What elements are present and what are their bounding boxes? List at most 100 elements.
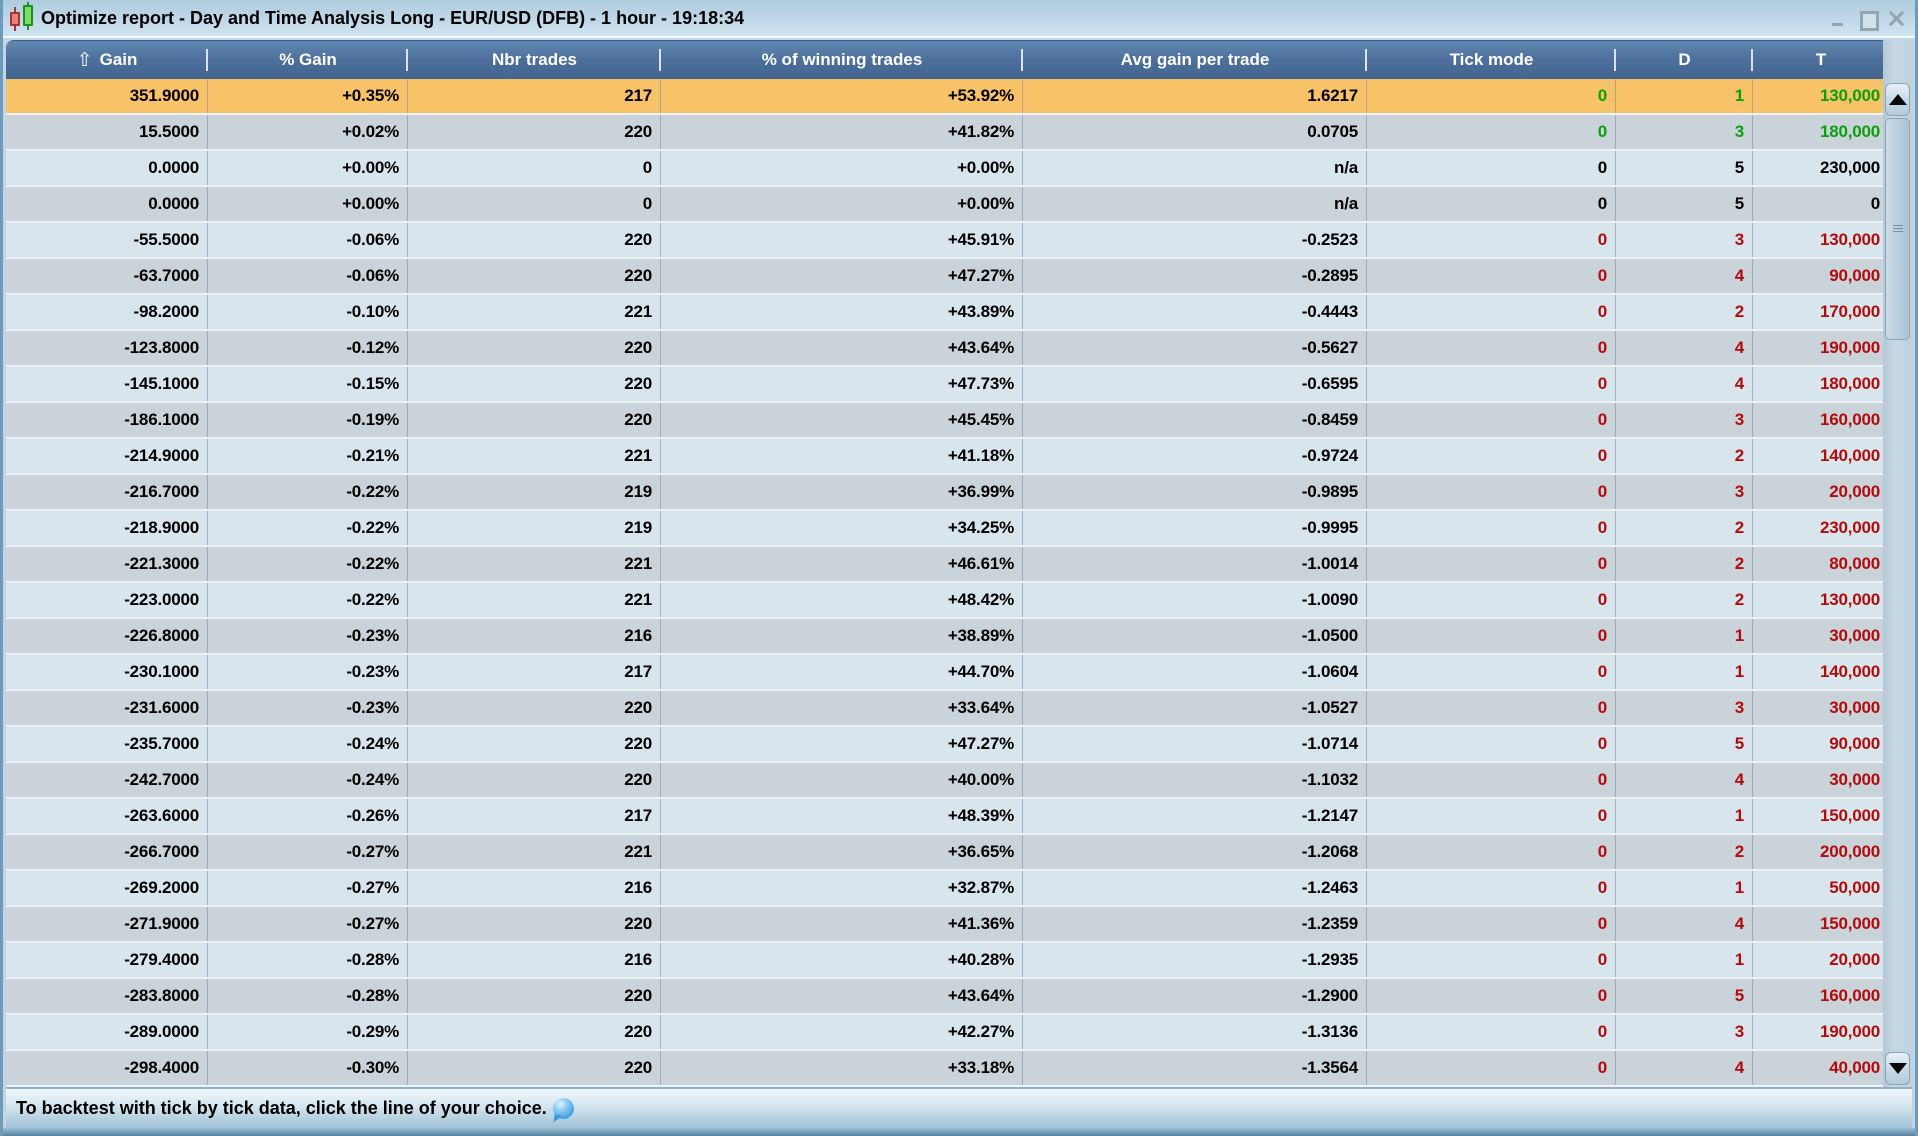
- column-header-tick_mode[interactable]: Tick mode: [1367, 41, 1616, 79]
- table-row[interactable]: -123.8000 -0.12% 220 +43.64% -0.5627 0 4 190,00…: [6, 331, 1889, 367]
- table-row[interactable]: -289.0000 -0.29% 220 +42.27% -1.3136 0 3 190,00…: [6, 1015, 1889, 1051]
- cell-gain: -226.8000: [6, 619, 208, 653]
- cell-win_pct: +53.92%: [661, 79, 1023, 113]
- cell-d: 5: [1616, 979, 1753, 1013]
- cell-gain: -145.1000: [6, 367, 208, 401]
- cell-t: 230,000: [1753, 511, 1889, 545]
- scrollbar-thumb[interactable]: [1885, 118, 1910, 340]
- table-row[interactable]: -263.6000 -0.26% 217 +48.39% -1.2147 0 1 150,00…: [6, 799, 1889, 835]
- cell-tick_mode: 0: [1367, 511, 1616, 545]
- cell-avg_gain: -0.4443: [1023, 295, 1367, 329]
- cell-tick_mode: 0: [1367, 943, 1616, 977]
- cell-gain_pct: -0.24%: [208, 727, 408, 761]
- cell-win_pct: +47.27%: [661, 259, 1023, 293]
- cell-gain: -63.7000: [6, 259, 208, 293]
- cell-gain_pct: -0.21%: [208, 439, 408, 473]
- cell-t: 20,000: [1753, 475, 1889, 509]
- cell-d: 4: [1616, 259, 1753, 293]
- cell-gain: 351.9000: [6, 79, 208, 113]
- cell-gain_pct: +0.02%: [208, 115, 408, 149]
- table-row[interactable]: -216.7000 -0.22% 219 +36.99% -0.9895 0 3 20,000: [6, 475, 1889, 511]
- cell-avg_gain: -0.9895: [1023, 475, 1367, 509]
- scroll-up-button[interactable]: [1885, 83, 1910, 116]
- table-row[interactable]: -266.7000 -0.27% 221 +36.65% -1.2068 0 2 200,00…: [6, 835, 1889, 871]
- cell-gain_pct: -0.15%: [208, 367, 408, 401]
- table-row[interactable]: -226.8000 -0.23% 216 +38.89% -1.0500 0 1 30,000: [6, 619, 1889, 655]
- cell-avg_gain: -1.3136: [1023, 1015, 1367, 1049]
- table-row[interactable]: -230.1000 -0.23% 217 +44.70% -1.0604 0 1 140,00…: [6, 655, 1889, 691]
- cell-gain: -55.5000: [6, 223, 208, 257]
- cell-avg_gain: -1.2900: [1023, 979, 1367, 1013]
- table-row[interactable]: -55.5000 -0.06% 220 +45.91% -0.2523 0 3 130,000: [6, 223, 1889, 259]
- column-header-gain[interactable]: ⇧ Gain: [6, 41, 208, 79]
- cell-t: 80,000: [1753, 547, 1889, 581]
- table-row[interactable]: -218.9000 -0.22% 219 +34.25% -0.9995 0 2 230,00…: [6, 511, 1889, 547]
- table-row[interactable]: -98.2000 -0.10% 221 +43.89% -0.4443 0 2 170,000: [6, 295, 1889, 331]
- table-row[interactable]: -298.4000 -0.30% 220 +33.18% -1.3564 0 4 40,000: [6, 1051, 1889, 1087]
- cell-d: 5: [1616, 187, 1753, 221]
- cell-nbr_trades: 220: [408, 1015, 661, 1049]
- table-row[interactable]: -186.1000 -0.19% 220 +45.45% -0.8459 0 3 160,00…: [6, 403, 1889, 439]
- column-header-avg_gain[interactable]: Avg gain per trade: [1023, 41, 1367, 79]
- speech-bubble-icon: [552, 1098, 574, 1119]
- column-header-t[interactable]: T: [1753, 41, 1889, 79]
- cell-win_pct: +47.27%: [661, 727, 1023, 761]
- close-icon[interactable]: [1888, 10, 1905, 27]
- cell-win_pct: +46.61%: [661, 547, 1023, 581]
- cell-nbr_trades: 217: [408, 79, 661, 113]
- cell-win_pct: +44.70%: [661, 655, 1023, 689]
- cell-t: 150,000: [1753, 907, 1889, 941]
- cell-nbr_trades: 220: [408, 979, 661, 1013]
- scroll-down-button[interactable]: [1885, 1052, 1910, 1085]
- table-row[interactable]: -283.8000 -0.28% 220 +43.64% -1.2900 0 5 160,00…: [6, 979, 1889, 1015]
- cell-t: 200,000: [1753, 835, 1889, 869]
- cell-gain: -231.6000: [6, 691, 208, 725]
- cell-win_pct: +36.99%: [661, 475, 1023, 509]
- cell-avg_gain: n/a: [1023, 151, 1367, 185]
- table-row[interactable]: -231.6000 -0.23% 220 +33.64% -1.0527 0 3 30,000: [6, 691, 1889, 727]
- column-header-gain_pct[interactable]: % Gain: [208, 41, 408, 79]
- table-row[interactable]: -145.1000 -0.15% 220 +47.73% -0.6595 0 4 180,00…: [6, 367, 1889, 403]
- cell-gain: 0.0000: [6, 151, 208, 185]
- cell-win_pct: +36.65%: [661, 835, 1023, 869]
- window-title: Optimize report - Day and Time Analysis …: [41, 7, 745, 28]
- cell-t: 170,000: [1753, 295, 1889, 329]
- table-row-selected[interactable]: 351.9000 +0.35% 217 +53.92% 1.6217 0 1 130,000: [6, 79, 1889, 115]
- red-candle-icon: [10, 7, 20, 31]
- column-header-d[interactable]: D: [1616, 41, 1753, 79]
- cell-t: 180,000: [1753, 367, 1889, 401]
- cell-t: 130,000: [1753, 79, 1889, 113]
- table-row[interactable]: -63.7000 -0.06% 220 +47.27% -0.2895 0 4 90,000: [6, 259, 1889, 295]
- vertical-scrollbar[interactable]: [1883, 40, 1912, 1087]
- table-row[interactable]: -269.2000 -0.27% 216 +32.87% -1.2463 0 1 50,000: [6, 871, 1889, 907]
- cell-t: 40,000: [1753, 1051, 1889, 1085]
- cell-nbr_trades: 220: [408, 763, 661, 797]
- cell-tick_mode: 0: [1367, 619, 1616, 653]
- column-header-win_pct[interactable]: % of winning trades: [661, 41, 1023, 79]
- table-row[interactable]: -279.4000 -0.28% 216 +40.28% -1.2935 0 1 20,000: [6, 943, 1889, 979]
- table-row[interactable]: 15.5000 +0.02% 220 +41.82% 0.0705 0 3 180,000: [6, 115, 1889, 151]
- table-row[interactable]: 0.0000 +0.00% 0 +0.00% n/a 0 5 230,000: [6, 151, 1889, 187]
- column-header-nbr_trades[interactable]: Nbr trades: [408, 41, 661, 79]
- column-label: T: [1815, 50, 1827, 69]
- cell-d: 1: [1616, 943, 1753, 977]
- cell-win_pct: +40.00%: [661, 763, 1023, 797]
- cell-avg_gain: -1.0014: [1023, 547, 1367, 581]
- column-label: Nbr trades: [491, 50, 578, 69]
- table-row[interactable]: -221.3000 -0.22% 221 +46.61% -1.0014 0 2 80,000: [6, 547, 1889, 583]
- table-row[interactable]: -242.7000 -0.24% 220 +40.00% -1.1032 0 4 30,000: [6, 763, 1889, 799]
- candlestick-chart-icon: [9, 2, 35, 34]
- cell-d: 2: [1616, 835, 1753, 869]
- minimize-icon[interactable]: [1830, 10, 1847, 27]
- title-bar[interactable]: Optimize report - Day and Time Analysis …: [3, 0, 1915, 38]
- table-row[interactable]: 0.0000 +0.00% 0 +0.00% n/a 0 5 0: [6, 187, 1889, 223]
- cell-tick_mode: 0: [1367, 979, 1616, 1013]
- table-row[interactable]: -271.9000 -0.27% 220 +41.36% -1.2359 0 4 150,00…: [6, 907, 1889, 943]
- maximize-icon[interactable]: [1859, 10, 1879, 31]
- cell-win_pct: +40.28%: [661, 943, 1023, 977]
- table-row[interactable]: -214.9000 -0.21% 221 +41.18% -0.9724 0 2 140,00…: [6, 439, 1889, 475]
- table-row[interactable]: -235.7000 -0.24% 220 +47.27% -1.0714 0 5 90,000: [6, 727, 1889, 763]
- table-row[interactable]: -223.0000 -0.22% 221 +48.42% -1.0090 0 2 130,00…: [6, 583, 1889, 619]
- window-controls: [1830, 10, 1905, 31]
- cell-t: 90,000: [1753, 259, 1889, 293]
